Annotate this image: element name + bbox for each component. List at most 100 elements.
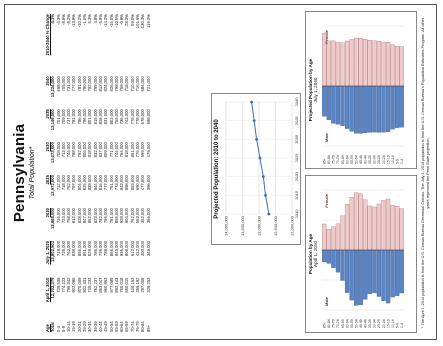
age-tick-label: 20-24 [382, 319, 386, 328]
age-tick-label: 55-59 [350, 155, 354, 164]
x-tick-label: 2010 [294, 209, 299, 219]
table-row: 85+ 329,253 349,000 366,000 396,000 479,000 59… [146, 13, 151, 333]
male-bar [390, 249, 395, 298]
female-bar [376, 203, 382, 251]
female-bar [331, 40, 336, 87]
male-bar [381, 249, 386, 301]
age-tick-label: 85+ [323, 322, 327, 328]
female-bar [340, 42, 345, 87]
male-bar [354, 249, 359, 306]
male-bar [326, 85, 331, 120]
male-bar [349, 85, 354, 132]
age-tick-label: 30-34 [373, 319, 377, 328]
male-bar [358, 85, 363, 134]
pyramid-2010-subtitle: April 1, 2010 [313, 241, 318, 267]
age-tick-label: 50-54 [354, 319, 358, 328]
male-bar [340, 249, 345, 281]
table-body: Total 12,702,379 12,802,503 12,868,000 12,97… [50, 13, 151, 333]
table-cell: 721,000 [145, 76, 151, 92]
female-bar [354, 192, 359, 251]
age-tick-label: 5-9 [395, 159, 399, 164]
y-tick-label: 13,000,000 [257, 215, 262, 236]
age-tick-label: 70-74 [336, 319, 340, 328]
data-point [250, 100, 254, 104]
data-point [258, 156, 262, 160]
table-cell: 329,253 [145, 277, 151, 293]
x-tick-label: 2025 [294, 153, 299, 163]
male-bar [381, 85, 386, 133]
female-bar [399, 46, 404, 87]
pyramid-2040-subtitle: July 1, 2040 [313, 77, 318, 103]
male-bar [390, 85, 395, 130]
female-bar [363, 39, 368, 87]
female-bar [372, 40, 377, 87]
male-bar [399, 249, 404, 294]
pyramid-2040-title: Projected Population by Age July 1, 2040 [308, 12, 318, 168]
age-tick-label: 20-24 [382, 155, 386, 164]
table-cell: 479,000 [145, 142, 151, 158]
line-chart-svg: 12,000,000 12,500,000 13,000,000 13,500,000… [224, 97, 300, 236]
line-chart-title: Projected Population: 2010 to 2040 [214, 119, 220, 219]
female-bar [363, 199, 368, 251]
male-bar [358, 249, 363, 305]
male-bar [367, 249, 372, 294]
female-bar [358, 38, 363, 87]
pyramid-2010-title: Population by Age April 1, 2010 [308, 176, 318, 332]
female-bar [354, 37, 359, 87]
female-bar [390, 205, 395, 251]
data-point [267, 212, 271, 216]
x-tick-label: 2035 [294, 115, 299, 125]
y-tick-label: 12,000,000 [290, 215, 295, 236]
population-pyramid-2040: Projected Population by Age July 1, 2040… [305, 11, 417, 169]
male-bar [335, 249, 341, 273]
female-bar [367, 205, 372, 251]
female-label: Female [324, 29, 329, 44]
age-tick-label: 35-39 [368, 319, 372, 328]
male-bar [385, 85, 391, 133]
female-bar [349, 197, 354, 251]
female-bar [335, 42, 341, 87]
y-tick-label: 13,500,000 [240, 215, 245, 236]
x-tick-label: 2020 [294, 171, 299, 181]
male-bar [354, 85, 359, 134]
male-bar [335, 85, 341, 125]
age-tick-label: 40-44 [364, 319, 368, 328]
female-bar [372, 206, 377, 251]
age-tick-label: 35-39 [368, 155, 372, 164]
female-bar [381, 41, 386, 87]
x-tick-label: 2015 [294, 190, 299, 200]
female-bar [344, 40, 350, 87]
female-bar [385, 42, 391, 87]
female-bar [322, 223, 327, 251]
projected-population-line-chart: Projected Population: 2010 to 2040 12,00… [211, 93, 301, 245]
male-bar [372, 85, 377, 133]
female-bar [326, 228, 331, 251]
age-tick-label: 80-84 [327, 319, 331, 328]
age-tick-label: 80-84 [327, 155, 331, 164]
table-cell: 598,000 [145, 109, 151, 125]
age-tick-label: 70-74 [336, 155, 340, 164]
table-cell: 119.0% [145, 14, 151, 28]
female-bar [376, 41, 382, 87]
age-tick-label: 65-69 [341, 155, 345, 164]
age-tick-label: 75-79 [332, 155, 336, 164]
male-bar [376, 85, 382, 133]
x-tick-label: 2040 [294, 97, 299, 107]
age-tick-label: 45-49 [359, 155, 363, 164]
male-bar [367, 85, 372, 133]
x-tick-label: 2030 [294, 134, 299, 144]
page-title: Pennsylvania [11, 123, 28, 223]
age-tick-label: 25-29 [377, 155, 381, 164]
data-point [264, 193, 267, 197]
male-bar [322, 249, 327, 263]
female-bar [349, 39, 354, 87]
age-tick-label: 25-29 [377, 319, 381, 328]
age-tick-label: 60-64 [345, 319, 349, 328]
table-cell: 396,000 [145, 175, 151, 191]
female-bar [381, 200, 386, 251]
table-cell: 349,000 [145, 240, 151, 257]
age-tick-label: 75-79 [332, 319, 336, 328]
y-tick-label: 12,500,000 [273, 215, 278, 236]
age-tick-label: 85+ [323, 158, 327, 164]
male-bar [344, 85, 350, 129]
